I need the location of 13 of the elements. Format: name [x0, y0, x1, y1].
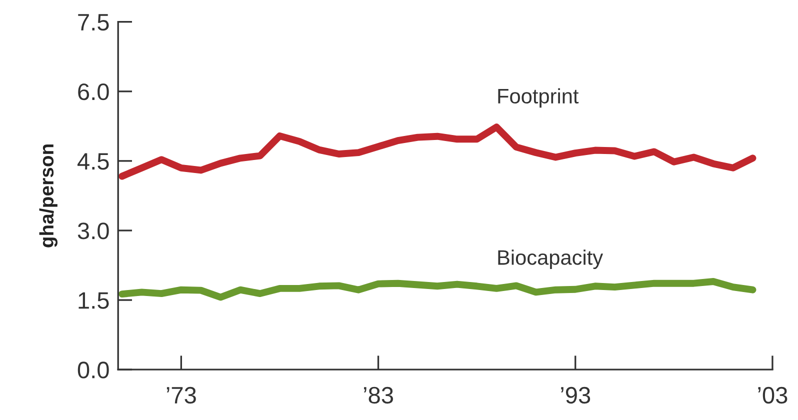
- y-tick-label: 3.0: [78, 222, 109, 240]
- x-tick-label: ’73: [166, 386, 196, 404]
- x-tick-label: ’93: [561, 386, 590, 404]
- y-tick-label: 1.5: [78, 292, 109, 309]
- series-label: Footprint: [498, 88, 579, 108]
- x-tick-label: ’03: [758, 386, 788, 404]
- y-tick-label: 4.5: [77, 153, 109, 170]
- y-axis-title: gha/person: [39, 144, 58, 248]
- series-label: Biocapacity: [498, 250, 604, 270]
- y-tick-label: 0.0: [78, 362, 109, 378]
- x-tick-label: ’83: [364, 386, 393, 404]
- y-tick-label: 7.5: [78, 14, 109, 31]
- y-tick-label: 6.0: [78, 83, 109, 100]
